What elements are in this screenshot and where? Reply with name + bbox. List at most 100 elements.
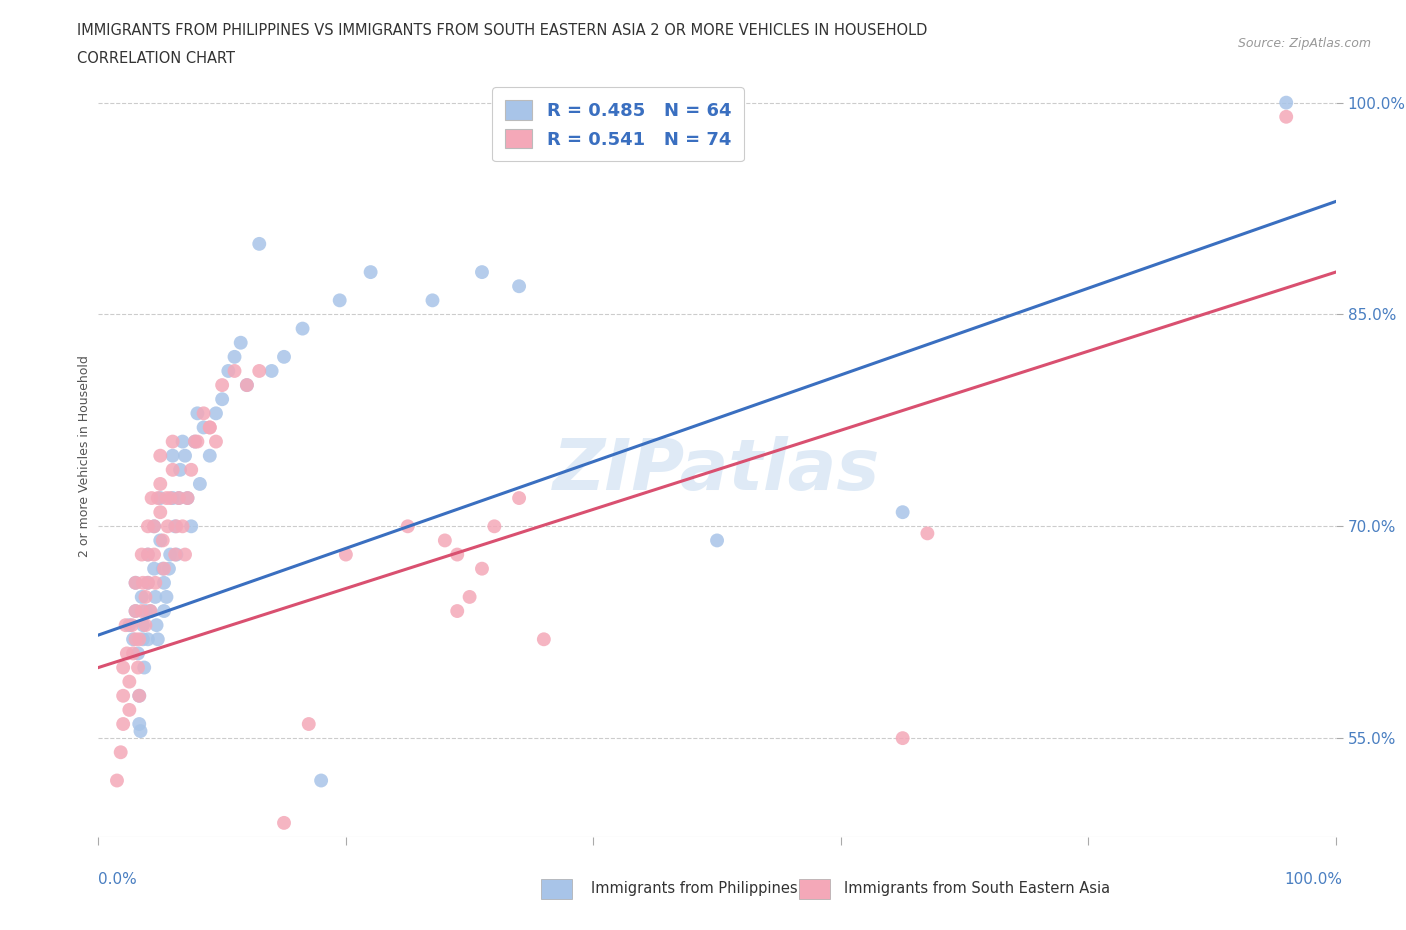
Point bbox=[134, 618, 156, 632]
Point bbox=[124, 631, 146, 646]
Point bbox=[152, 533, 174, 548]
Point bbox=[118, 674, 141, 689]
Point bbox=[224, 350, 246, 365]
Point bbox=[143, 590, 166, 604]
Point bbox=[153, 604, 176, 618]
Point bbox=[128, 688, 150, 703]
Point bbox=[112, 688, 135, 703]
Point bbox=[155, 590, 177, 604]
Point bbox=[136, 576, 159, 591]
Point bbox=[112, 717, 135, 732]
Point bbox=[149, 476, 172, 491]
Point bbox=[217, 364, 239, 379]
Point bbox=[159, 491, 181, 506]
Point bbox=[484, 519, 506, 534]
Point bbox=[247, 236, 270, 251]
Legend: R = 0.485   N = 64, R = 0.541   N = 74: R = 0.485 N = 64, R = 0.541 N = 74 bbox=[492, 87, 744, 161]
Point bbox=[146, 631, 169, 646]
Point bbox=[146, 491, 169, 506]
Point bbox=[446, 604, 468, 618]
Point bbox=[298, 717, 321, 732]
Point bbox=[184, 434, 207, 449]
Point bbox=[124, 576, 146, 591]
Point bbox=[143, 519, 166, 534]
Point bbox=[149, 505, 172, 520]
Point bbox=[121, 618, 143, 632]
Point bbox=[165, 519, 187, 534]
Point bbox=[141, 491, 163, 506]
Point bbox=[156, 519, 179, 534]
Point bbox=[139, 604, 162, 618]
Text: Immigrants from Philippines: Immigrants from Philippines bbox=[591, 881, 797, 896]
Point bbox=[184, 434, 207, 449]
Point bbox=[180, 462, 202, 477]
Point bbox=[128, 631, 150, 646]
Point bbox=[533, 631, 555, 646]
Point bbox=[136, 576, 159, 591]
Point bbox=[118, 618, 141, 632]
Point bbox=[127, 646, 149, 661]
Point bbox=[167, 491, 190, 506]
Point bbox=[174, 448, 197, 463]
Point bbox=[136, 547, 159, 562]
Point bbox=[149, 491, 172, 506]
Point bbox=[153, 576, 176, 591]
Point bbox=[335, 547, 357, 562]
Point bbox=[162, 448, 184, 463]
Point bbox=[124, 604, 146, 618]
Point bbox=[149, 448, 172, 463]
Point bbox=[706, 533, 728, 548]
Point bbox=[180, 519, 202, 534]
Point bbox=[167, 491, 190, 506]
Point bbox=[165, 547, 187, 562]
Point bbox=[1275, 110, 1298, 125]
Point bbox=[136, 631, 159, 646]
Point bbox=[198, 448, 221, 463]
Point bbox=[193, 420, 215, 435]
Point bbox=[247, 364, 270, 379]
Point bbox=[139, 604, 162, 618]
Point bbox=[291, 321, 314, 336]
Point bbox=[132, 631, 155, 646]
Point bbox=[176, 491, 198, 506]
Point bbox=[396, 519, 419, 534]
Point bbox=[329, 293, 352, 308]
Point bbox=[132, 576, 155, 591]
Point bbox=[172, 434, 194, 449]
Point bbox=[165, 519, 187, 534]
Point bbox=[162, 491, 184, 506]
Point bbox=[136, 519, 159, 534]
Point bbox=[122, 631, 145, 646]
Point bbox=[114, 618, 136, 632]
Text: Immigrants from South Eastern Asia: Immigrants from South Eastern Asia bbox=[844, 881, 1109, 896]
Point bbox=[105, 773, 128, 788]
Point bbox=[193, 405, 215, 420]
Point bbox=[162, 462, 184, 477]
Point bbox=[273, 350, 295, 365]
Point bbox=[176, 491, 198, 506]
Point bbox=[136, 547, 159, 562]
Point bbox=[169, 462, 191, 477]
Point bbox=[422, 293, 444, 308]
Point bbox=[127, 660, 149, 675]
Text: 100.0%: 100.0% bbox=[1285, 872, 1343, 887]
Point bbox=[129, 724, 152, 738]
Point bbox=[1275, 95, 1298, 110]
Point bbox=[124, 604, 146, 618]
Point bbox=[162, 434, 184, 449]
Point bbox=[153, 561, 176, 576]
Point bbox=[508, 279, 530, 294]
Point bbox=[471, 561, 494, 576]
Point bbox=[433, 533, 456, 548]
Point bbox=[360, 265, 382, 280]
Text: ZIPatlas: ZIPatlas bbox=[554, 436, 880, 505]
Point bbox=[278, 857, 301, 872]
Point bbox=[471, 265, 494, 280]
Text: CORRELATION CHART: CORRELATION CHART bbox=[77, 51, 235, 66]
Point bbox=[224, 364, 246, 379]
Point bbox=[211, 378, 233, 392]
Point bbox=[115, 646, 138, 661]
Point bbox=[236, 378, 259, 392]
Point bbox=[273, 816, 295, 830]
Point bbox=[186, 434, 208, 449]
